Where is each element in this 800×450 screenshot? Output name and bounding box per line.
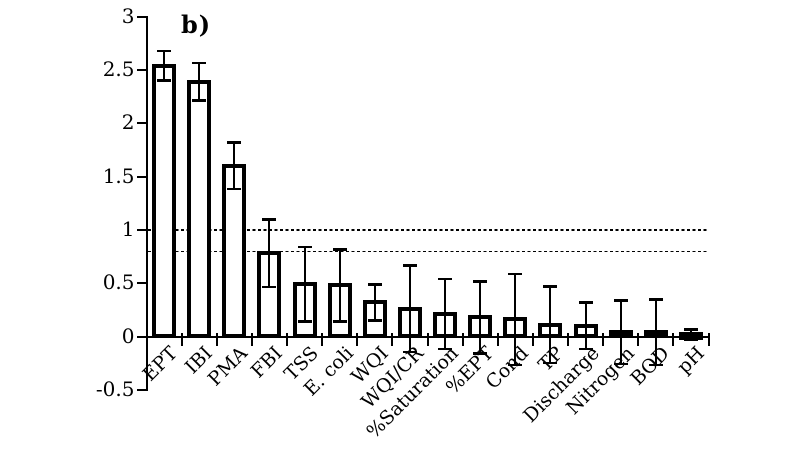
- error-bar: [163, 50, 166, 81]
- error-cap-top: [192, 61, 207, 65]
- x-tick: [215, 332, 218, 346]
- error-bar: [198, 62, 201, 101]
- error-cap-top: [262, 218, 277, 221]
- error-cap-top: [438, 277, 453, 281]
- error-cap-top: [157, 49, 172, 53]
- error-bar: [408, 265, 411, 353]
- error-cap-bottom: [473, 352, 488, 355]
- error-bar: [514, 273, 517, 366]
- error-cap-top: [543, 285, 558, 288]
- x-tick: [496, 332, 499, 346]
- y-tick: [136, 228, 147, 231]
- y-tick-label: 3: [121, 3, 135, 28]
- error-cap-bottom: [402, 350, 417, 354]
- error-cap-bottom: [438, 347, 453, 351]
- x-tick: [461, 332, 464, 346]
- error-bar: [338, 249, 341, 322]
- y-tick-label: 1: [121, 216, 135, 241]
- bar: [187, 79, 212, 339]
- x-tick: [602, 332, 605, 346]
- y-tick: [136, 15, 147, 18]
- error-bar: [619, 300, 622, 365]
- reference-line: [147, 229, 709, 231]
- x-tick: [180, 332, 183, 346]
- x-tick: [145, 332, 148, 346]
- error-cap-bottom: [367, 319, 382, 322]
- x-tick: [426, 332, 429, 346]
- y-tick-label: 2: [121, 110, 135, 135]
- panel-label: b): [181, 10, 212, 39]
- error-bar: [584, 302, 587, 350]
- x-tick: [567, 332, 569, 346]
- y-tick: [136, 282, 147, 285]
- error-cap-bottom: [683, 338, 698, 341]
- error-bar: [654, 299, 657, 366]
- y-tick: [136, 122, 147, 125]
- x-tick: [356, 332, 359, 346]
- y-tick: [136, 69, 147, 71]
- y-tick-label: 1.5: [102, 163, 135, 188]
- y-tick-label: -0.5: [95, 376, 135, 401]
- error-cap-bottom: [297, 320, 312, 323]
- y-tick-label: 0: [121, 323, 135, 348]
- error-bar: [373, 284, 376, 321]
- x-tick: [707, 332, 710, 346]
- error-cap-bottom: [508, 363, 523, 367]
- y-tick: [136, 175, 147, 178]
- error-cap-bottom: [613, 362, 628, 366]
- error-cap-bottom: [157, 79, 172, 82]
- x-tick: [637, 332, 640, 346]
- y-tick-label: 0.5: [102, 270, 135, 295]
- error-cap-bottom: [262, 285, 277, 289]
- error-cap-bottom: [332, 320, 347, 323]
- error-cap-bottom: [192, 99, 207, 102]
- y-axis: [145, 15, 148, 391]
- error-bar: [479, 281, 482, 354]
- error-cap-bottom: [648, 363, 663, 367]
- error-cap-top: [297, 245, 312, 249]
- error-cap-top: [227, 141, 242, 144]
- error-cap-top: [683, 328, 698, 331]
- error-cap-bottom: [543, 361, 558, 365]
- bar: [152, 63, 177, 339]
- y-tick-label: 2.5: [102, 57, 135, 81]
- error-bar: [233, 142, 236, 190]
- error-cap-top: [402, 264, 417, 267]
- y-tick: [136, 335, 147, 338]
- error-cap-top: [508, 272, 523, 276]
- error-bar: [549, 286, 552, 364]
- error-bar: [268, 219, 271, 288]
- error-bar: [303, 246, 306, 322]
- error-cap-top: [367, 283, 382, 286]
- error-bar: [444, 278, 447, 350]
- x-tick: [286, 332, 288, 346]
- x-tick: [531, 332, 534, 346]
- x-tick: [391, 332, 394, 346]
- error-cap-bottom: [227, 187, 242, 191]
- reference-line: [147, 250, 709, 253]
- y-tick: [136, 388, 147, 391]
- x-tick: [250, 332, 253, 346]
- error-cap-top: [473, 280, 488, 283]
- error-cap-bottom: [578, 347, 593, 351]
- error-cap-top: [613, 299, 628, 302]
- x-tick: [321, 332, 324, 346]
- error-cap-top: [578, 301, 593, 304]
- error-bar: [689, 329, 692, 340]
- x-tick: [672, 332, 675, 346]
- error-cap-top: [332, 248, 347, 251]
- error-cap-top: [648, 298, 663, 301]
